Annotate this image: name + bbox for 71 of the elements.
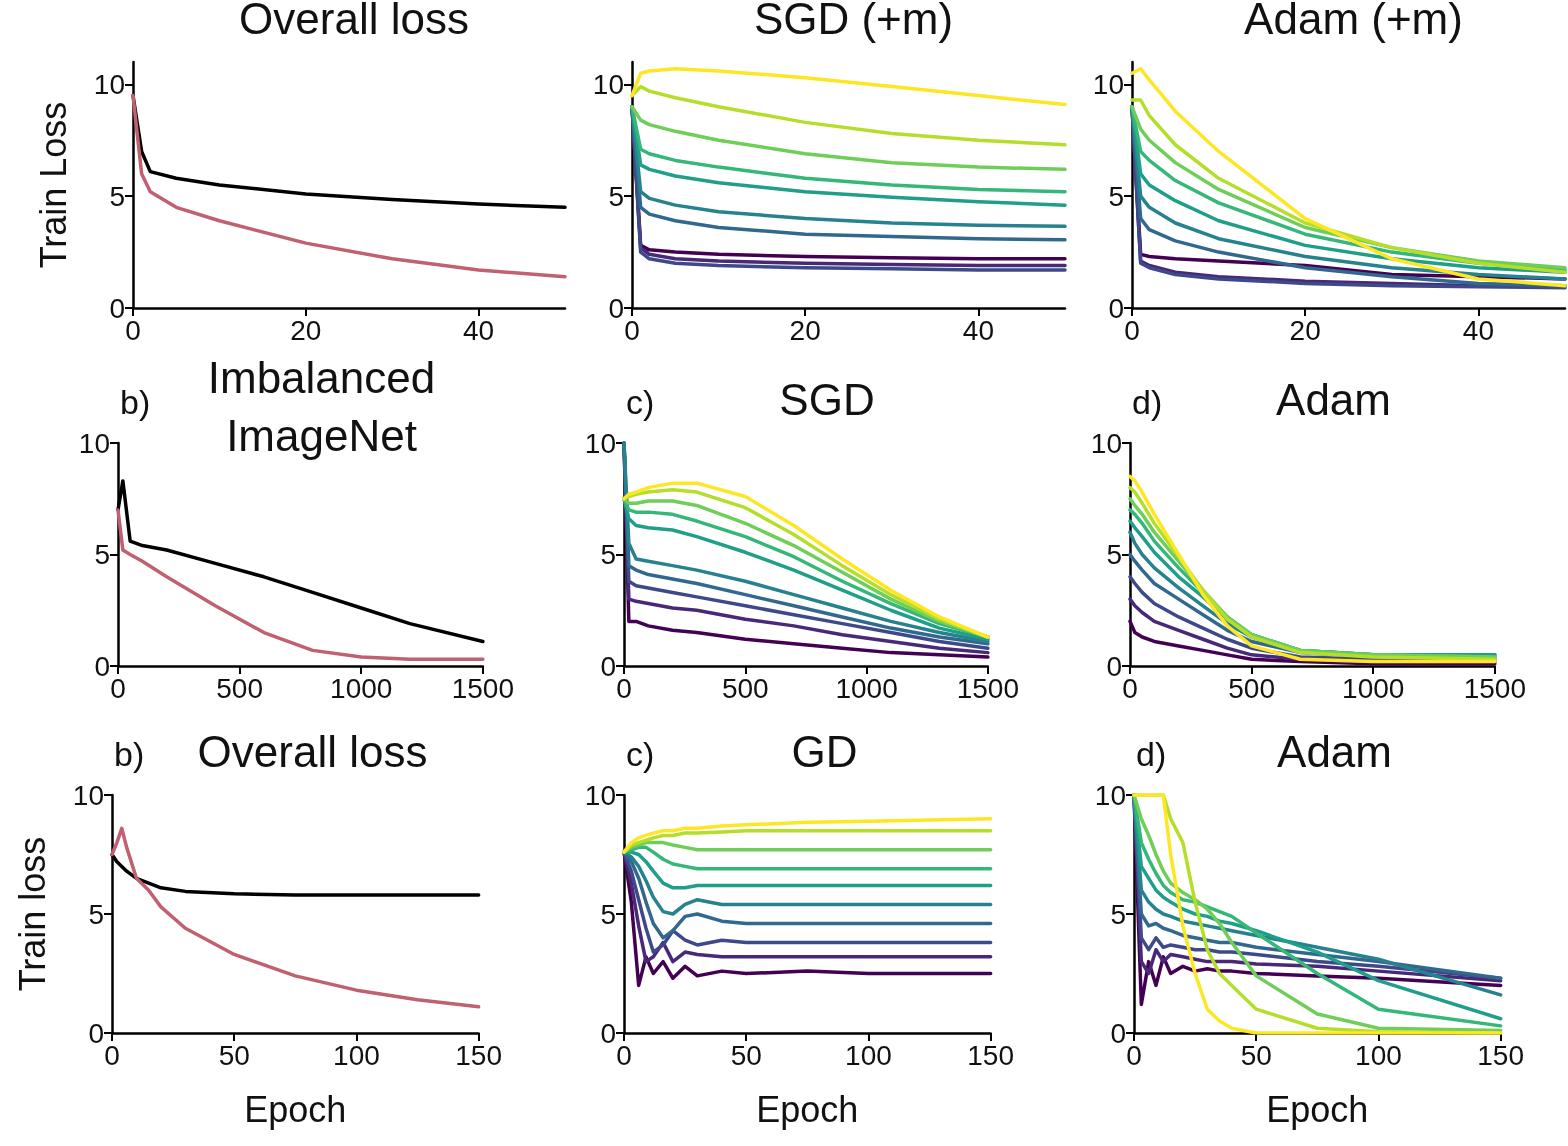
y-tick-label: 0 <box>1108 292 1124 324</box>
chart-title: Imbalanced ImageNet <box>207 352 436 460</box>
x-tick-label: 100 <box>1355 1039 1402 1071</box>
y-tick-label: 10 <box>78 427 110 459</box>
y-tick-label: 0 <box>1106 650 1122 682</box>
x-tick-label: 100 <box>333 1039 380 1071</box>
y-tick-label: 5 <box>1106 539 1122 570</box>
chart-title: Overall loss <box>239 0 469 43</box>
x-axis-title: Epoch <box>756 1088 859 1130</box>
chart-title: Adam <box>1276 374 1391 424</box>
y-tick-label: 10 <box>592 68 624 100</box>
y-tick-label: 5 <box>600 539 616 570</box>
y-tick-label: 10 <box>584 779 616 811</box>
y-tick-label: 0 <box>608 292 624 324</box>
x-axis-title: Epoch <box>1266 1088 1369 1130</box>
x-tick-label: 20 <box>290 314 322 346</box>
y-tick-label: 0 <box>600 1017 616 1049</box>
x-tick-label: 500 <box>1228 672 1275 704</box>
text: d) <box>1132 383 1163 421</box>
y-tick-label: 5 <box>88 898 104 930</box>
y-tick-label: 10 <box>584 427 616 459</box>
y-tick-label: 10 <box>1094 779 1126 811</box>
x-axis-title: Epoch <box>244 1088 347 1130</box>
x-tick-label: 20 <box>1289 314 1321 346</box>
x-tick-label: 1500 <box>1463 672 1526 704</box>
x-tick-label: 500 <box>216 672 263 704</box>
x-tick-label: 40 <box>463 314 495 346</box>
x-tick-label: 40 <box>1462 314 1494 346</box>
chart-title: Overall loss <box>197 726 428 776</box>
y-tick-label: 5 <box>94 539 110 570</box>
x-tick-label: 50 <box>1240 1039 1272 1071</box>
y-tick-label: 5 <box>1108 180 1124 212</box>
text: b) <box>114 735 145 773</box>
x-tick-label: 20 <box>789 314 821 346</box>
y-tick-label: 10 <box>93 68 125 100</box>
y-tick-label: 5 <box>109 180 125 212</box>
text: c) <box>626 735 655 773</box>
chart-title: GD <box>791 726 858 776</box>
x-tick-label: 1000 <box>1342 672 1405 704</box>
y-tick-label: 0 <box>1110 1017 1126 1049</box>
y-tick-label: 5 <box>600 898 616 930</box>
x-tick-label: 150 <box>1477 1039 1524 1071</box>
y-axis-title: Train Loss <box>32 101 74 269</box>
chart-title: SGD <box>779 374 875 424</box>
x-tick-label: 500 <box>721 672 769 704</box>
y-tick-label: 0 <box>109 292 125 324</box>
x-tick-label: 1500 <box>956 672 1019 704</box>
y-tick-label: 0 <box>600 650 616 682</box>
y-tick-label: 10 <box>72 779 104 811</box>
text: d) <box>1136 735 1167 773</box>
x-tick-label: 40 <box>962 314 994 346</box>
x-tick-label: 1000 <box>835 672 898 704</box>
chart-title: Adam <box>1277 726 1392 776</box>
y-tick-label: 0 <box>94 650 110 682</box>
x-tick-label: 1000 <box>330 672 393 704</box>
x-tick-label: 150 <box>967 1039 1014 1071</box>
y-tick-label: 5 <box>608 180 624 212</box>
chart-title: SGD (+m) <box>753 0 954 43</box>
x-tick-label: 50 <box>730 1039 762 1071</box>
x-tick-label: 150 <box>455 1039 502 1071</box>
x-tick-label: 1500 <box>451 672 514 704</box>
text: c) <box>626 383 655 421</box>
y-tick-label: 10 <box>1090 427 1122 459</box>
y-tick-label: 10 <box>1092 68 1124 100</box>
chart-title: Adam (+m) <box>1244 0 1463 43</box>
y-axis-title: Train loss <box>11 836 53 992</box>
y-tick-label: 0 <box>88 1017 104 1049</box>
x-tick-label: 100 <box>845 1039 892 1071</box>
y-tick-label: 5 <box>1110 898 1126 930</box>
x-tick-label: 50 <box>218 1039 250 1071</box>
text: b) <box>120 383 151 421</box>
